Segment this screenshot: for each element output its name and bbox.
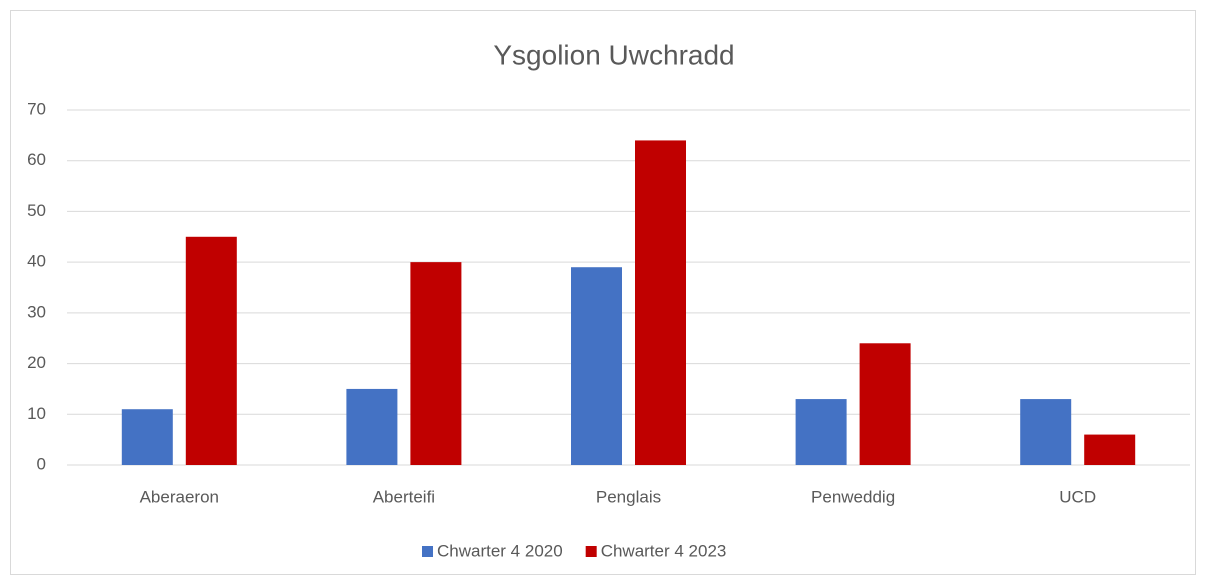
bar xyxy=(185,236,237,465)
x-tick-label: Aberteifi xyxy=(373,487,435,506)
x-tick-label: UCD xyxy=(1059,487,1096,506)
y-tick-label: 30 xyxy=(27,302,46,321)
bar xyxy=(346,388,398,465)
bar xyxy=(1020,399,1072,465)
x-tick-label: Penglais xyxy=(596,487,661,506)
legend-label: Chwarter 4 2020 xyxy=(437,541,563,560)
chart-title: Ysgolion Uwchradd xyxy=(493,39,734,70)
y-tick-label: 0 xyxy=(37,454,46,473)
y-tick-label: 40 xyxy=(27,252,46,271)
legend-swatch xyxy=(422,546,433,557)
y-tick-label: 70 xyxy=(27,99,46,118)
bar xyxy=(795,399,847,465)
bar xyxy=(635,140,686,465)
bar xyxy=(859,343,911,465)
y-tick-label: 10 xyxy=(27,404,46,423)
bar xyxy=(1084,434,1136,465)
bar xyxy=(410,262,462,465)
bar xyxy=(571,267,622,465)
legend-label: Chwarter 4 2023 xyxy=(601,541,727,560)
y-tick-label: 20 xyxy=(27,353,46,372)
y-tick-label: 60 xyxy=(27,150,46,169)
x-tick-label: Aberaeron xyxy=(140,487,219,506)
bar xyxy=(121,409,173,465)
x-tick-label: Penweddig xyxy=(811,487,895,506)
y-tick-label: 50 xyxy=(27,201,46,220)
legend-swatch xyxy=(585,546,597,557)
